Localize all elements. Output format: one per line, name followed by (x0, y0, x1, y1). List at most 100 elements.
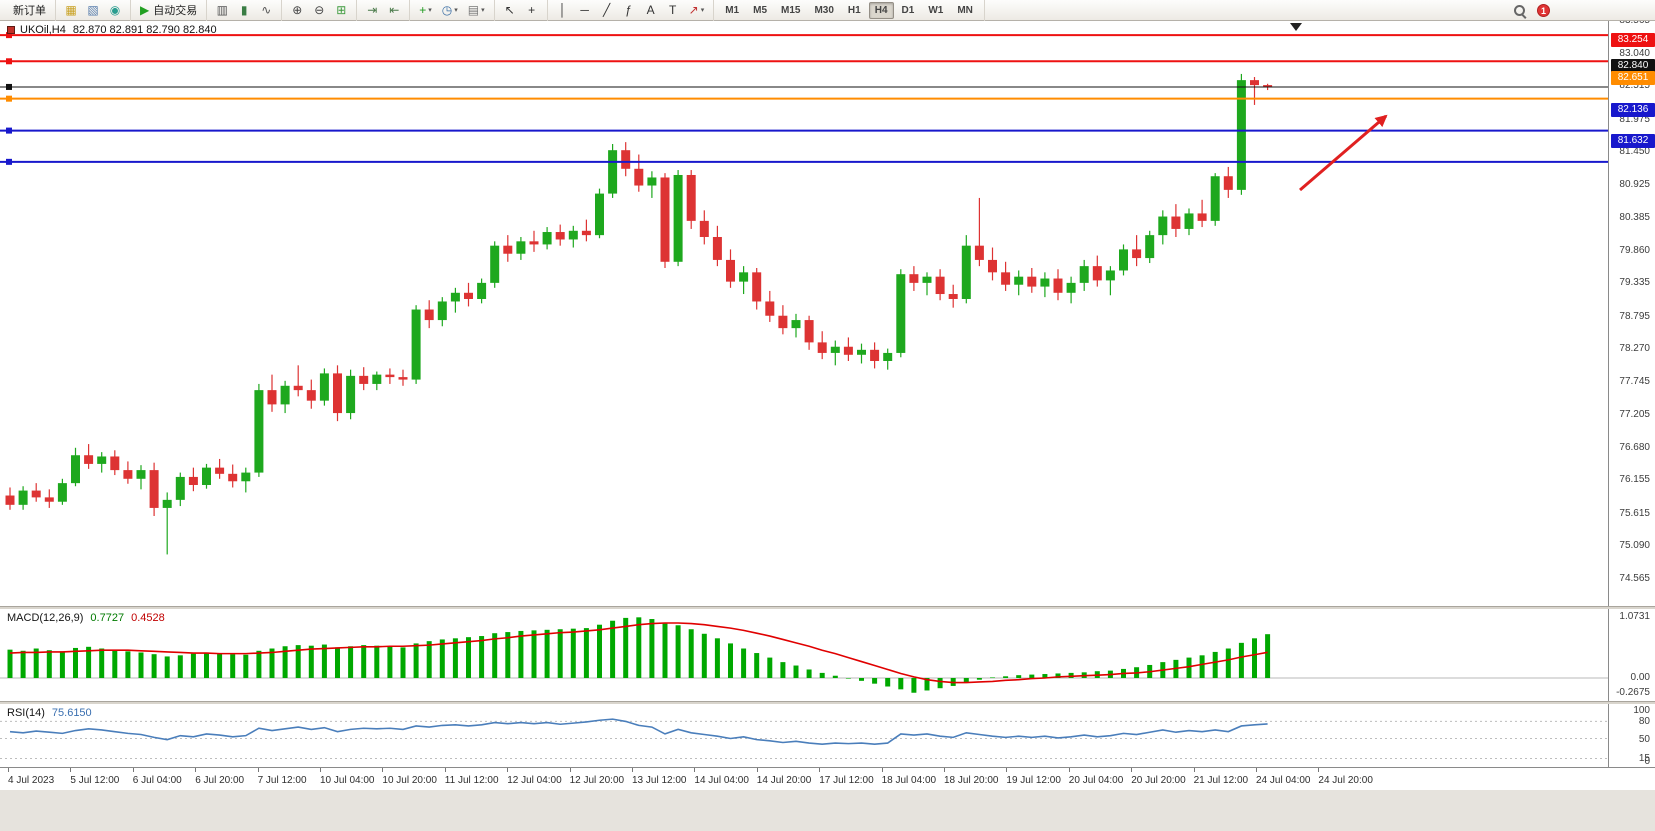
rsi-panel[interactable]: RSI(14) 75.6150 (0, 704, 1608, 767)
time-axis-tick (881, 768, 883, 772)
time-axis-tick (1318, 768, 1320, 772)
time-axis-label: 24 Jul 04:00 (1256, 775, 1311, 786)
profiles-icon: ▧ (87, 3, 99, 17)
trend-arrow-annotation[interactable] (1299, 114, 1388, 192)
time-axis-tick (195, 768, 197, 772)
chart-shift-marker[interactable] (1290, 23, 1302, 31)
horizontal-line-icon[interactable]: ─ (575, 2, 595, 19)
macd-label: MACD(12,26,9) 0.7727 0.4528 (7, 612, 165, 624)
price-axis-label: 77.745 (1619, 375, 1650, 387)
chart-shift-icon[interactable]: ⇤ (384, 2, 404, 19)
timeframe-mn[interactable]: MN (957, 4, 973, 16)
line-handle[interactable] (6, 127, 12, 134)
rsi-label: RSI(14) 75.6150 (7, 707, 92, 719)
main-toolbar: 新订单 ▦ ▧ ◉ ▶ 自动交易 ▥ ▮ ∿ ⊕ ⊖ ⊞ ⇥ ⇤ + ▾ ◷ ▾ ▤ ▾ ↖ + │ ─ ╱ ƒ A T ↗ ▾ M1 M5 M… (0, 0, 1655, 21)
auto-scroll-icon: ⇥ (367, 3, 378, 17)
toolbar-group: ▥ ▮ ∿ (207, 0, 283, 21)
time-axis-label: 14 Jul 20:00 (756, 775, 812, 786)
tile-windows-icon[interactable]: ⊞ (331, 2, 351, 19)
price-axis-label: 80.385 (1619, 212, 1650, 224)
timeframe-w1[interactable]: W1 (928, 4, 944, 16)
auto-scroll-icon[interactable]: ⇥ (362, 2, 382, 19)
timeframe-h1[interactable]: H1 (847, 4, 861, 16)
time-axis-label: 6 Jul 20:00 (195, 775, 245, 786)
price-axis-label: 82.515 (1619, 80, 1650, 92)
toolbar-group: ⇥ ⇤ (357, 0, 411, 21)
toolbar-group: ▶ 自动交易 (131, 0, 208, 21)
line-handle[interactable] (6, 83, 12, 90)
time-axis-tick (8, 768, 9, 772)
cursor-icon[interactable]: ↖ (500, 2, 520, 19)
time-axis-tick (257, 768, 259, 772)
time-axis-label: 12 Jul 04:00 (507, 775, 562, 786)
timeframe-d1[interactable]: D1 (901, 4, 915, 16)
vertical-line-icon[interactable]: │ (553, 2, 573, 19)
arrows-icon: ↗ (688, 3, 699, 17)
rsi-axis-label: 100 (1633, 705, 1650, 716)
zoom-in-icon[interactable]: ⊕ (287, 2, 307, 19)
timeframe-m5[interactable]: M5 (753, 4, 768, 16)
timeframe-m15[interactable]: M15 (781, 4, 801, 16)
macd-main-value: 0.7727 (90, 612, 125, 624)
macd-panel[interactable]: MACD(12,26,9) 0.7727 0.4528 (0, 609, 1608, 701)
market-watch-icon[interactable]: ◉ (105, 2, 125, 19)
time-axis[interactable]: 4 Jul 2023 5 Jul 12:00 6 Jul 04:00 6 Jul 20… (0, 767, 1655, 790)
indicators-add-icon[interactable]: + ▾ (415, 2, 436, 19)
time-axis-tick (132, 768, 134, 772)
price-chart-panel[interactable]: UKOil,H4 82.870 82.891 82.790 82.840 (0, 21, 1608, 606)
new-order-button[interactable]: 新订单 (5, 2, 50, 19)
time-axis-tick (70, 768, 72, 772)
macd-axis-label: 1.0731 (1619, 611, 1650, 623)
candlestick-chart-icon[interactable]: ▮ (234, 2, 254, 19)
price-axis-label: 77.205 (1619, 409, 1650, 421)
line-handle[interactable] (6, 58, 12, 65)
templates-icon[interactable]: ▤ ▾ (464, 2, 489, 19)
label-icon[interactable]: T (663, 2, 683, 19)
chart-symbol-title: UKOil,H4 82.870 82.891 82.790 82.840 (7, 24, 217, 36)
hline-price-box: 82.136 (1611, 102, 1655, 117)
text-icon[interactable]: A (641, 2, 661, 19)
panel-separator[interactable] (0, 606, 1655, 609)
new-chart-icon[interactable]: ▦ (61, 2, 81, 19)
arrows-icon[interactable]: ↗ ▾ (685, 2, 709, 19)
line-handle[interactable] (6, 32, 12, 39)
search-icon[interactable] (1513, 4, 1527, 18)
macd-signal-line (9, 622, 1268, 684)
fibonacci-icon[interactable]: ƒ (619, 2, 639, 19)
time-axis-tick (1193, 768, 1195, 772)
periods-icon[interactable]: ◷ ▾ (438, 2, 462, 19)
toolbar-group: ↖ + (495, 0, 548, 21)
panel-separator[interactable] (0, 701, 1655, 704)
time-axis-label: 18 Jul 04:00 (881, 775, 937, 786)
autotrading-button-label: 自动交易 (153, 5, 198, 17)
rsi-axis-label: 15 (1638, 753, 1650, 765)
time-axis-label: 6 Jul 04:00 (132, 775, 182, 786)
rsi-axis-label: 50 (1638, 733, 1650, 745)
trendline-icon[interactable]: ╱ (597, 2, 617, 19)
line-chart-icon[interactable]: ∿ (256, 2, 276, 19)
price-axis-label: 79.335 (1619, 277, 1650, 289)
toolbar-group: ▦ ▧ ◉ (56, 0, 131, 21)
autotrading-button[interactable]: ▶ 自动交易 (136, 2, 201, 19)
templates-icon: ▤ (467, 3, 480, 17)
rsi-value: 75.6150 (51, 707, 92, 719)
time-axis-tick (320, 768, 321, 772)
timeframe-m1[interactable]: M1 (725, 4, 740, 16)
price-axis-label: 80.925 (1619, 178, 1650, 190)
timeframe-h4[interactable]: H4 (868, 1, 894, 19)
profiles-icon[interactable]: ▧ (83, 2, 103, 19)
time-axis-tick (382, 768, 384, 772)
macd-axis-label: 0.00 (1630, 672, 1650, 683)
price-axis[interactable]: 83.56583.04082.51581.97581.45080.92580.3… (1608, 7, 1655, 606)
crosshair-icon[interactable]: + (522, 2, 542, 19)
timeframe-m30[interactable]: M30 (814, 4, 834, 16)
line-handle[interactable] (6, 158, 12, 165)
time-axis-label: 10 Jul 20:00 (382, 775, 437, 786)
line-handle[interactable] (6, 95, 12, 102)
price-axis-label: 75.615 (1619, 507, 1650, 519)
zoom-out-icon[interactable]: ⊖ (309, 2, 329, 19)
notification-badge[interactable]: 1 (1537, 4, 1550, 17)
current-price-box: 82.840 (1611, 58, 1655, 73)
bar-chart-icon[interactable]: ▥ (212, 2, 232, 19)
